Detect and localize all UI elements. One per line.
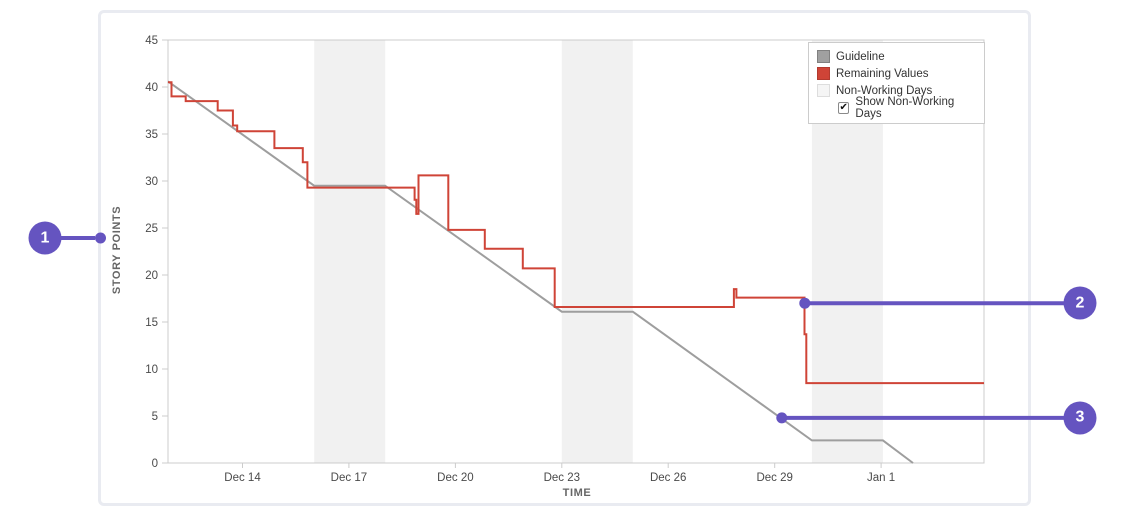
annotation-3-dot xyxy=(776,412,788,424)
annotation-2-dot xyxy=(799,297,811,309)
y-tick-label: 5 xyxy=(152,411,158,423)
non-working-days-swatch-icon xyxy=(817,84,830,97)
guideline-swatch-icon xyxy=(817,50,830,63)
non-working-day-band xyxy=(561,40,633,463)
remaining-values-swatch-icon xyxy=(817,67,830,80)
legend-item-guideline: Guideline xyxy=(817,48,976,65)
chart-legend: Guideline Remaining Values Non-Working D… xyxy=(808,42,985,124)
y-tick-label: 10 xyxy=(145,364,158,376)
y-tick-label: 45 xyxy=(145,35,158,47)
y-tick-label: 25 xyxy=(145,223,158,235)
legend-label: Guideline xyxy=(836,50,885,63)
x-tick-label: Dec 26 xyxy=(650,472,686,484)
y-axis-label: STORY POINTS xyxy=(111,205,123,295)
annotation-callout-3: 3 xyxy=(1063,401,1097,435)
x-tick-label: Dec 17 xyxy=(331,472,367,484)
y-tick-label: 15 xyxy=(145,317,158,329)
x-tick-label: Dec 20 xyxy=(437,472,473,484)
y-tick-label: 0 xyxy=(152,458,158,470)
annotation-callout-2: 2 xyxy=(1063,286,1097,320)
legend-label: Remaining Values xyxy=(836,67,929,80)
x-tick-label: Dec 14 xyxy=(224,472,261,484)
guideline-series xyxy=(167,80,914,464)
x-tick-label: Dec 29 xyxy=(756,472,792,484)
legend-label: Non-Working Days xyxy=(836,84,933,97)
legend-item-remaining-values: Remaining Values xyxy=(817,65,976,82)
show-non-working-days-checkbox[interactable]: ✔ xyxy=(838,102,850,114)
y-tick-label: 20 xyxy=(145,270,158,282)
show-non-working-days-row: ✔ Show Non-Working Days xyxy=(838,96,976,120)
x-tick-label: Dec 23 xyxy=(544,472,580,484)
y-tick-label: 40 xyxy=(145,82,158,94)
checkbox-label: Show Non-Working Days xyxy=(855,96,955,120)
x-axis-label: TIME xyxy=(562,487,592,499)
legend-item-non-working-days: Non-Working Days xyxy=(817,82,976,99)
annotation-1-dot xyxy=(95,232,106,244)
annotation-callout-1: 1 xyxy=(28,221,62,255)
y-tick-label: 35 xyxy=(145,129,158,141)
remaining-values-series xyxy=(168,81,984,385)
y-tick-label: 30 xyxy=(145,176,158,188)
x-tick-label: Jan 1 xyxy=(867,472,895,484)
non-working-day-band xyxy=(314,40,386,463)
plot-border xyxy=(167,39,985,464)
